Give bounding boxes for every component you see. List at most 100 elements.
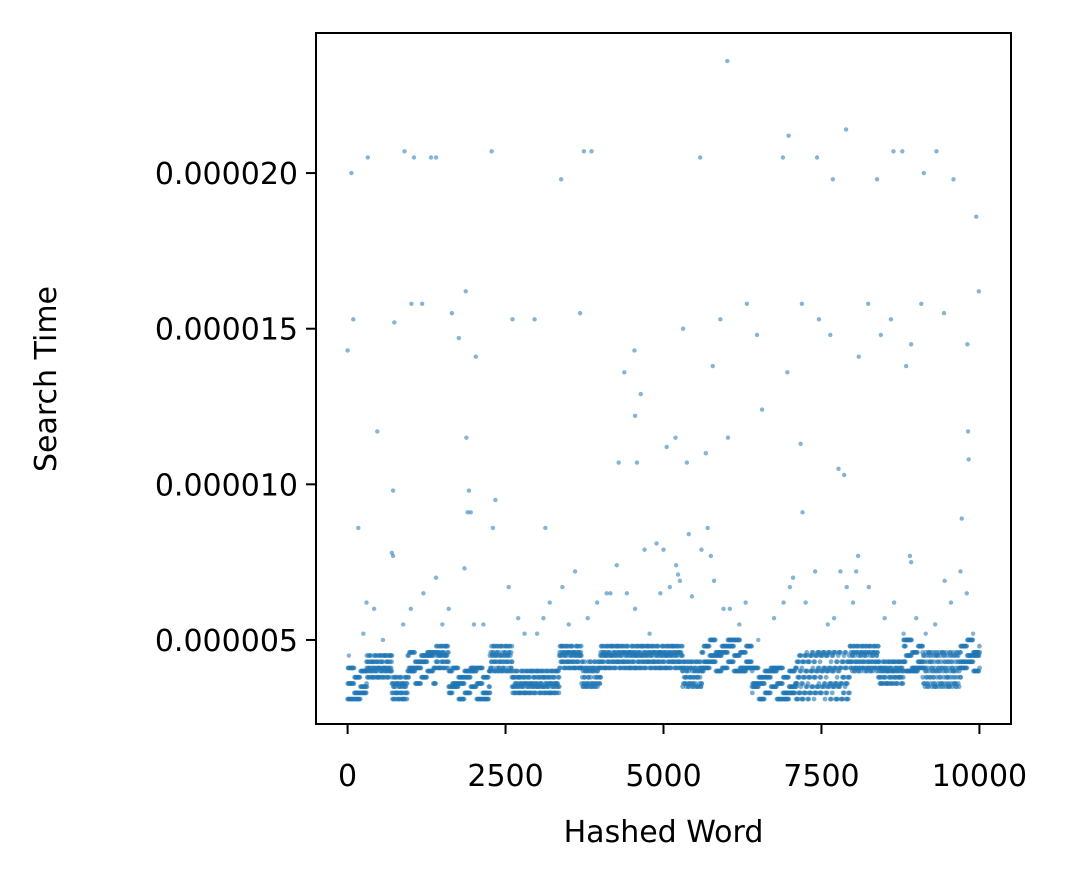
scatter-point: [866, 584, 872, 590]
scatter-point: [856, 354, 861, 359]
scatter-point: [830, 177, 836, 182]
scatter-point: [847, 674, 853, 680]
scatter-point: [462, 566, 467, 571]
scatter-point: [515, 668, 520, 674]
scatter-point: [349, 170, 354, 176]
scatter-point: [418, 665, 424, 671]
scatter-point: [673, 435, 678, 440]
scatter-point: [449, 310, 455, 316]
scatter-point: [970, 637, 976, 643]
scatter-point: [440, 622, 445, 627]
scatter-point: [680, 326, 686, 331]
scatter-point: [799, 665, 805, 671]
scatter-point: [843, 650, 849, 655]
scatter-point: [934, 149, 939, 154]
scatter-point: [533, 690, 539, 696]
scatter-point: [647, 631, 652, 636]
scatter-point: [368, 653, 374, 658]
scatter-point: [424, 674, 430, 680]
scatter-point: [712, 637, 718, 643]
scatter-point: [661, 659, 667, 665]
scatter-point: [737, 622, 742, 627]
scatter-point: [850, 600, 856, 605]
scatter-point: [556, 690, 562, 696]
scatter-point: [942, 578, 947, 584]
scatter-point: [585, 615, 590, 621]
scatter-point: [844, 681, 850, 686]
scatter-point: [965, 342, 970, 347]
scatter-point: [786, 696, 792, 702]
scatter-point: [445, 643, 451, 649]
scatter-point: [588, 659, 594, 665]
scatter-point: [749, 643, 755, 649]
scatter-point: [977, 650, 983, 655]
scatter-point: [810, 665, 816, 671]
scatter-point: [699, 547, 704, 552]
scatter-point: [684, 460, 690, 465]
scatter-point: [781, 600, 786, 605]
scatter-point: [532, 317, 537, 322]
scatter-point: [449, 690, 455, 696]
scatter-point: [806, 696, 812, 702]
scatter-point: [976, 289, 981, 294]
scatter-point: [365, 155, 371, 160]
scatter-point: [654, 541, 659, 546]
scatter-point: [965, 429, 971, 434]
scatter-point: [958, 674, 964, 680]
scatter-point: [920, 643, 926, 649]
scatter-point: [828, 696, 834, 702]
scatter-point: [557, 665, 563, 671]
scatter-point: [842, 472, 847, 478]
scatter-point: [807, 659, 812, 665]
scatter-point: [804, 668, 810, 674]
scatter-point: [797, 674, 802, 680]
scatter-point: [625, 643, 631, 649]
scatter-point: [632, 413, 638, 419]
scatter-point: [686, 531, 691, 537]
scatter-point: [743, 600, 748, 605]
scatter-point: [725, 650, 730, 655]
scatter-point: [404, 696, 410, 702]
scatter-point: [661, 547, 666, 552]
scatter-point: [810, 684, 816, 690]
scatter-point: [797, 690, 803, 696]
scatter-point: [570, 643, 575, 649]
scatter-point: [845, 696, 851, 702]
scatter-point: [708, 553, 714, 559]
scatter-point: [951, 177, 956, 182]
scatter-point: [900, 674, 906, 680]
scatter-point: [594, 600, 600, 605]
scatter-point: [556, 684, 562, 690]
scatter-point: [614, 563, 619, 568]
scatter-point: [795, 696, 801, 702]
scatter-point: [711, 578, 717, 584]
scatter-point: [841, 674, 847, 680]
scatter-point: [822, 696, 828, 702]
scatter-point: [581, 149, 587, 154]
scatter-point: [490, 525, 496, 531]
scatter-point: [357, 696, 363, 702]
scatter-point: [622, 370, 627, 375]
scatter-point: [667, 584, 673, 590]
x-tick-label: 5000: [625, 759, 701, 794]
scatter-point: [754, 332, 760, 338]
scatter-point: [566, 622, 571, 627]
scatter-point: [547, 600, 552, 605]
scatter-point: [970, 659, 976, 665]
scatter-point: [814, 155, 820, 160]
scatter-point: [813, 674, 818, 680]
scatter-point: [643, 665, 649, 671]
x-axis: 0 2500 5000 7500 10000: [338, 724, 1027, 794]
scatter-point: [579, 653, 584, 658]
scatter-point: [386, 674, 392, 680]
scatter-point: [914, 615, 919, 621]
scatter-point: [824, 690, 830, 696]
scatter-point: [956, 684, 962, 690]
scatter-point: [838, 569, 843, 574]
scatter-point: [508, 650, 514, 655]
scatter-point: [919, 301, 924, 306]
scatter-point: [932, 622, 938, 627]
scatter-point: [465, 510, 470, 515]
scatter-point: [831, 615, 837, 621]
